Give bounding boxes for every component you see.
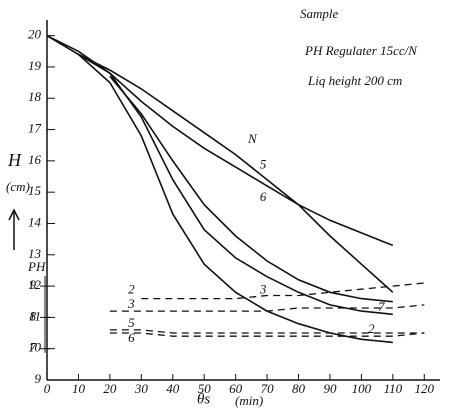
series-label: 6 [260,189,267,204]
x-tick-label: 90 [323,381,337,396]
series-label: 6 [128,330,135,345]
y2-label: PH [27,259,46,274]
note-line: PH Regulater 15cc/N [304,43,418,58]
y2-tick-label: 8 [30,308,37,323]
y-arrow-head [8,208,20,221]
series-label: 3 [127,296,135,311]
x-tick-label: 120 [415,381,435,396]
x-tick-label: 10 [72,381,86,396]
y-tick-label: 14 [28,214,42,229]
series-label: 3 [259,282,267,297]
series-heading: N [247,131,258,146]
y-unit: (cm) [6,179,30,194]
x-tick-label: 60 [229,381,243,396]
ph-line [109,304,425,312]
y-tick-label: 18 [28,89,42,104]
series-label: 2 [128,282,135,297]
end-label: 7 [378,299,385,314]
series-label: 5 [260,157,267,172]
x-tick-label: 110 [384,381,403,396]
height-curve [78,53,394,293]
y-tick-label: 16 [28,152,42,167]
y-tick-label: 17 [28,121,42,136]
y-tick-label: 12 [28,277,42,292]
x-tick-label: 70 [261,381,275,396]
note-line: Sample [300,6,339,21]
y-tick-label: 13 [28,246,42,261]
ph-line [109,329,425,334]
note-line: Liq height 200 cm [307,73,402,88]
height-curve [77,53,394,247]
x-tick-label: 0 [44,381,51,396]
x-tick-label: 40 [166,381,180,396]
x-tick-label: 100 [352,381,372,396]
y2-tick-label: 7 [30,340,37,355]
end-label: 2 [368,321,375,336]
y-label: H [7,150,22,170]
x-tick-label: 80 [292,381,306,396]
y2-tick-label: 9 [30,277,37,292]
ph-line [109,332,425,337]
y-tick-label: 11 [29,308,41,323]
y-tick-label: 15 [28,183,42,198]
x-label: θs [197,391,210,407]
x-tick-label: 50 [198,381,212,396]
series-label: 5 [128,315,135,330]
x-unit: (min) [235,393,263,408]
height-curve [46,35,393,344]
y-tick-label: 20 [28,27,42,42]
y-tick-label: 9 [35,371,42,386]
y-tick-label: 19 [28,58,42,73]
y-tick-label: 10 [28,340,42,355]
x-tick-label: 20 [103,381,117,396]
height-curve [46,34,393,316]
x-tick-label: 30 [134,381,149,396]
height-curve [109,75,393,303]
